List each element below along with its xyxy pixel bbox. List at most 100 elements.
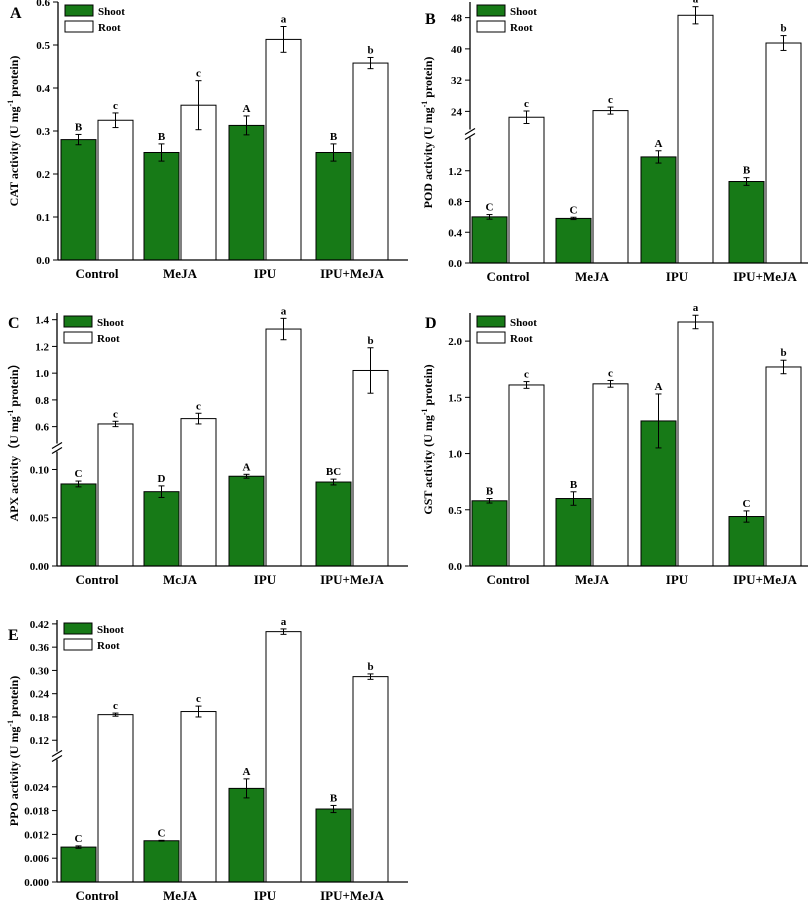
y-tick-label: 1.5	[448, 392, 462, 404]
y-tick-label: 0.4	[36, 83, 50, 95]
panel-a: A 0.0 0.1 0.2 0.3 0.4 0.5 0.6 B B A Bc c a b Control Me…	[6, 0, 408, 281]
y-tick-label: 0.0	[448, 561, 462, 573]
bar-shoot	[143, 840, 180, 883]
bar-shoot	[315, 808, 352, 883]
y-tick-label: 0.18	[30, 712, 50, 724]
significance-letter: B	[743, 165, 751, 177]
legend-swatch-shoot	[63, 315, 93, 328]
significance-letter: b	[780, 23, 786, 35]
y-tick-label: 0.6	[35, 422, 49, 434]
significance-letter: a	[281, 305, 287, 317]
significance-letter: C	[75, 468, 83, 480]
panel-letter: C	[8, 315, 20, 332]
axis-break-mark	[51, 749, 63, 758]
significance-letter: C	[570, 204, 578, 216]
axis-break-mark	[51, 446, 63, 455]
bar-root	[765, 366, 802, 567]
x-category-label: IPU	[254, 572, 277, 587]
x-category-label: IPU	[666, 572, 689, 587]
bar-shoot	[60, 139, 97, 261]
bar-shoot	[728, 181, 765, 264]
significance-letter: c	[524, 369, 529, 381]
legend-swatch-root	[64, 20, 94, 33]
legend-label-root: Root	[97, 333, 120, 345]
bar-root	[352, 62, 389, 261]
significance-letter: A	[243, 461, 251, 473]
y-tick-label: 0.012	[24, 829, 49, 841]
axis-break-mark	[464, 127, 476, 136]
y-tick-label: 0.6	[36, 0, 50, 9]
bar-shoot	[228, 124, 265, 261]
y-axis-label-main: PPO activity (U mg	[7, 727, 21, 827]
significance-letter: B	[75, 121, 83, 133]
y-axis-label-main: CAT activity (U mg	[7, 106, 21, 206]
panel-c: C 0.00 0.05 0.10 0.6 0.8 1.0 1.2 1.4 C D A BC c c a b Co…	[6, 305, 408, 587]
significance-letter: B	[330, 792, 338, 804]
y-axis-label-superscript: -1	[6, 720, 15, 727]
y-axis-label-superscript: -1	[6, 100, 15, 107]
axis-break-gap	[54, 443, 60, 452]
x-category-label: IPU+MeJA	[320, 888, 384, 900]
y-axis-label-superscript: -1	[6, 410, 15, 417]
bar-root	[352, 369, 389, 567]
bar-root	[97, 714, 134, 883]
panel-letter: D	[425, 315, 437, 332]
bar-root	[265, 38, 302, 261]
y-axis-label-superscript: -1	[420, 408, 429, 415]
legend-label-shoot: Shoot	[97, 624, 124, 636]
significance-letter: c	[196, 693, 201, 705]
y-tick-label: 0.5	[36, 40, 50, 52]
bar-root	[180, 418, 217, 567]
x-category-label: IPU	[254, 888, 277, 900]
y-axis-label-unit: protein)	[421, 364, 435, 408]
legend-swatch-shoot	[64, 4, 94, 17]
significance-letter: b	[367, 661, 373, 673]
y-axis-label-unit: protein)	[7, 56, 21, 100]
legend-label-shoot: Shoot	[510, 6, 537, 18]
y-tick-label: 0.1	[36, 212, 50, 224]
x-category-label: IPU+MeJA	[320, 572, 384, 587]
legend-label-shoot: Shoot	[97, 317, 124, 329]
legend-label-root: Root	[98, 22, 121, 34]
y-axis-label-superscript: -1	[420, 101, 429, 108]
x-category-label: IPU	[254, 266, 277, 281]
legend-label-root: Root	[510, 333, 533, 345]
significance-letter: c	[113, 100, 118, 112]
bar-root	[352, 676, 389, 883]
panel-d: D 0.0 0.5 1.0 1.5 2.0 B B A Cc c a b Control MeJA IPU I…	[420, 302, 808, 587]
axis-break-gap	[54, 751, 60, 760]
significance-letter: C	[75, 833, 83, 845]
y-tick-label: 2.0	[448, 336, 462, 348]
x-category-label: IPU+MeJA	[733, 269, 797, 284]
legend-swatch-shoot	[476, 4, 506, 17]
y-tick-label: 1.0	[35, 368, 49, 380]
legend-swatch-shoot	[63, 622, 93, 635]
y-tick-label: 24	[451, 106, 463, 118]
significance-letter: c	[196, 68, 201, 80]
bar-root	[592, 110, 629, 264]
axis-break-gap	[467, 129, 473, 138]
y-axis-label-main: GST activity (U mg	[421, 415, 435, 514]
significance-letter: c	[608, 367, 613, 379]
significance-letter: c	[113, 700, 118, 712]
y-tick-label: 48	[451, 13, 463, 25]
y-tick-label: 1.0	[448, 449, 462, 461]
y-tick-label: 1.4	[35, 315, 49, 327]
x-category-label: IPU+MeJA	[733, 572, 797, 587]
y-axis-label-unit: protein）	[6, 357, 21, 409]
bar-shoot	[728, 516, 765, 567]
bar-shoot	[228, 475, 265, 567]
y-tick-label: 0.5	[448, 505, 462, 517]
x-category-label: MeJA	[575, 572, 610, 587]
x-category-label: Control	[75, 266, 118, 281]
y-tick-label: 0.024	[24, 782, 49, 794]
legend-label-root: Root	[97, 640, 120, 652]
bar-shoot	[60, 846, 97, 883]
legend-swatch-root	[476, 20, 506, 33]
significance-letter: A	[243, 103, 251, 115]
y-tick-label: 0.4	[448, 227, 462, 239]
bar-shoot	[143, 152, 180, 261]
axis-break-mark	[51, 441, 63, 450]
significance-letter: a	[281, 616, 287, 628]
significance-letter: D	[158, 473, 166, 485]
